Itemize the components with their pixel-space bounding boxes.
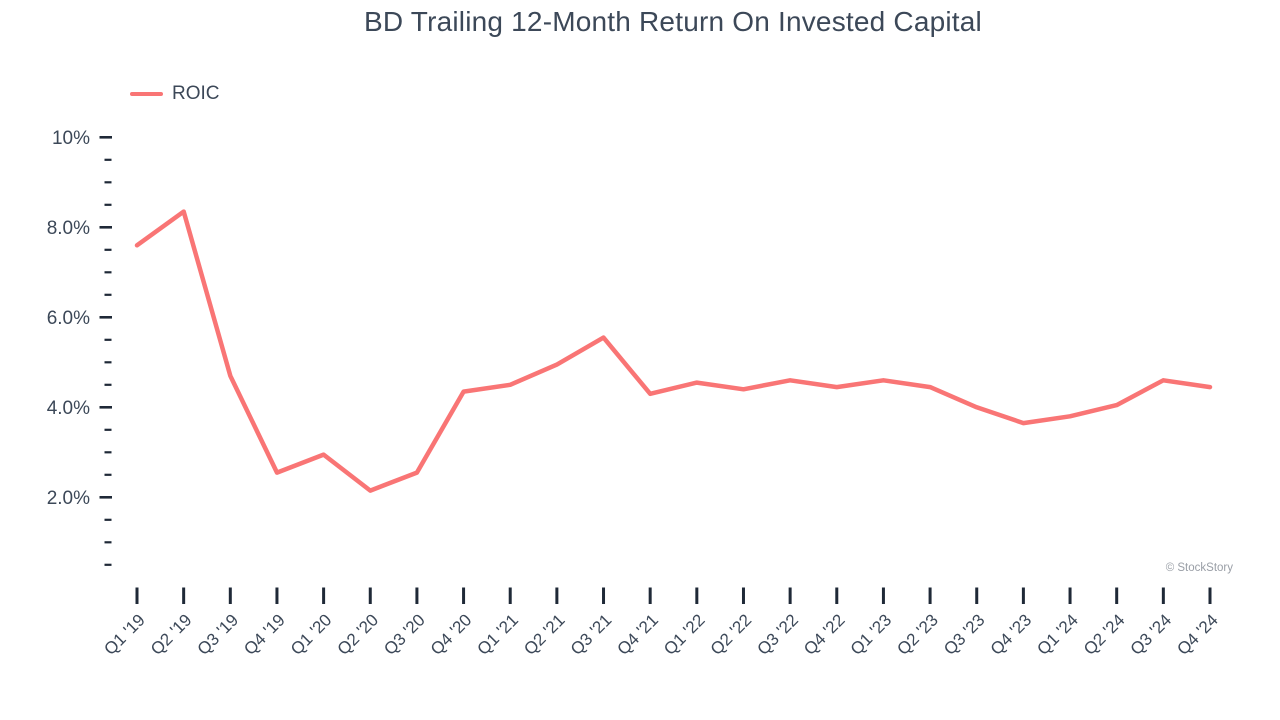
legend-label: ROIC [172, 83, 220, 104]
y-axis-label: 2.0% [47, 488, 90, 509]
x-axis-label: Q3 '23 [940, 610, 988, 658]
y-axis-label: 4.0% [47, 398, 90, 419]
x-axis-label: Q2 '24 [1080, 610, 1128, 658]
legend-line-swatch [130, 91, 163, 97]
roic-line [134, 209, 1213, 493]
y-axis-label: 10% [52, 128, 90, 149]
x-axis-label: Q1 '20 [287, 610, 335, 658]
x-axis-label: Q4 '20 [427, 610, 475, 658]
x-axis-label: Q3 '20 [380, 610, 428, 658]
x-axis-label: Q1 '21 [474, 610, 522, 658]
x-axis-label: Q2 '21 [520, 610, 568, 658]
x-axis-label: Q2 '19 [147, 610, 195, 658]
x-axis-label: Q1 '24 [1033, 610, 1081, 658]
x-axis-label: Q1 '19 [100, 610, 148, 658]
y-axis-label: 6.0% [47, 308, 90, 329]
x-axis-label: Q1 '22 [660, 610, 708, 658]
x-axis-label: Q4 '19 [240, 610, 288, 658]
x-axis-label: Q4 '22 [800, 610, 848, 658]
x-axis-label: Q1 '23 [847, 610, 895, 658]
x-axis-label: Q2 '23 [893, 610, 941, 658]
x-axis-label: Q2 '20 [334, 610, 382, 658]
x-axis-label: Q4 '21 [614, 610, 662, 658]
watermark: © StockStory [1165, 562, 1233, 574]
x-axis-label: Q4 '24 [1173, 610, 1221, 658]
x-axis-label: Q3 '24 [1127, 610, 1175, 658]
chart-title: BD Trailing 12-Month Return On Invested … [364, 6, 982, 37]
x-axis-label: Q3 '22 [753, 610, 801, 658]
legend: ROIC [130, 83, 220, 105]
x-axis-label: Q2 '22 [707, 610, 755, 658]
x-axis-label: Q3 '21 [567, 610, 615, 658]
y-axis-label: 8.0% [47, 218, 90, 239]
x-axis-label: Q4 '23 [987, 610, 1035, 658]
x-axis-label: Q3 '19 [194, 610, 242, 658]
